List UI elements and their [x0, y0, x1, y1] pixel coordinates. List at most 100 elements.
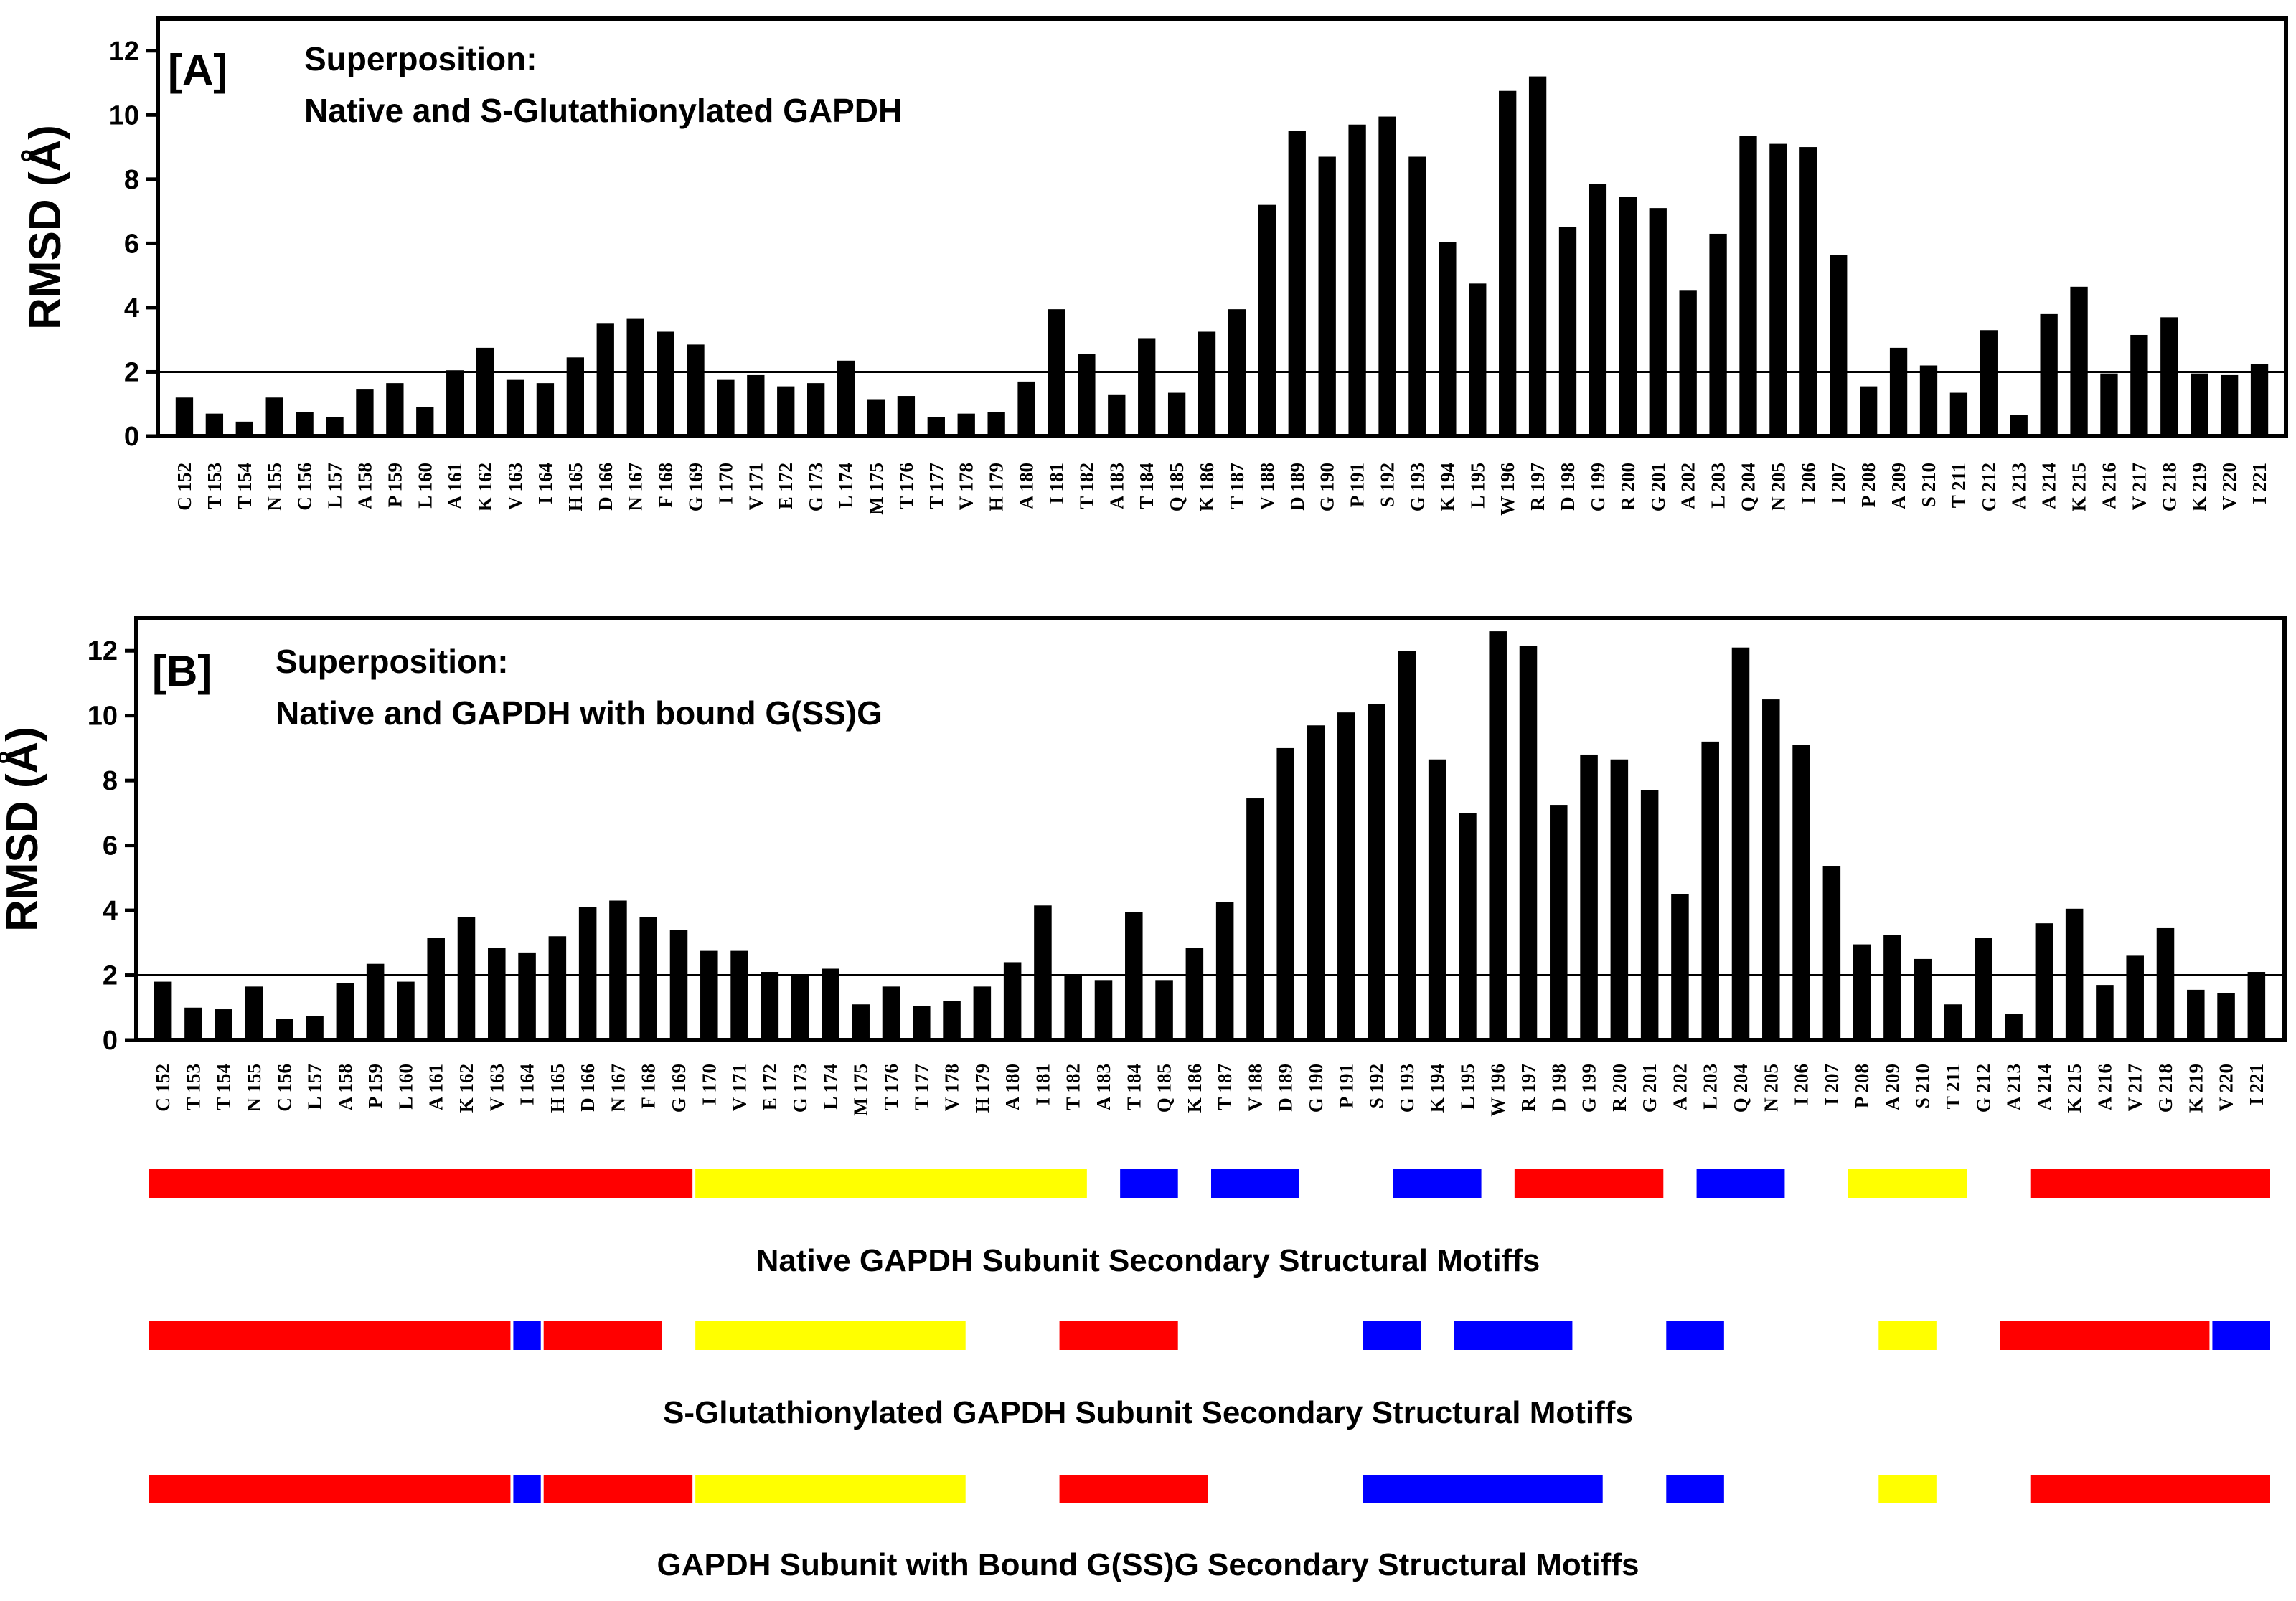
x-tick-label: G 201 [1639, 1064, 1660, 1113]
x-tick-label: H 165 [565, 463, 586, 511]
x-tick-label: T 176 [895, 463, 917, 509]
bar-l-174 [837, 360, 855, 436]
chart-title-line-2-a: Native and S-Glutathionylated GAPDH [304, 92, 902, 129]
x-tick-label: G 218 [2155, 1064, 2176, 1113]
bar-c-152 [175, 397, 194, 436]
x-tick-label: I 164 [535, 463, 556, 504]
x-tick-label: I 221 [2249, 463, 2270, 504]
bar-g-212 [1980, 330, 1998, 436]
bar-a-158 [356, 389, 374, 436]
bar-k-162 [457, 917, 476, 1040]
x-tick-label: G 201 [1647, 463, 1669, 511]
motif-segment-red [543, 1475, 693, 1503]
x-tick-label: S 192 [1366, 1064, 1388, 1108]
bar-g-173 [807, 383, 825, 436]
x-tick-label: A 180 [1002, 1064, 1023, 1110]
bar-r-197 [1519, 646, 1538, 1040]
x-tick-label: K 194 [1426, 1064, 1448, 1113]
bar-n-155 [265, 397, 283, 436]
x-tick-label: D 198 [1548, 1064, 1569, 1112]
x-tick-label: G 199 [1587, 463, 1609, 511]
bar-i-207 [1830, 255, 1848, 436]
motif-segment-blue [1666, 1321, 1724, 1350]
bar-v-163 [506, 379, 524, 436]
bar-p-191 [1348, 124, 1366, 436]
bar-g-169 [687, 344, 705, 436]
x-tick-label: G 212 [1978, 463, 2000, 511]
bar-n-155 [245, 986, 263, 1040]
x-tick-label: V 217 [2128, 463, 2150, 510]
x-tick-label: V 171 [745, 463, 766, 510]
x-tick-label: K 186 [1184, 1064, 1205, 1113]
bar-g-190 [1307, 725, 1325, 1040]
x-tick-label: V 188 [1244, 1064, 1266, 1111]
plot-frame-b [134, 616, 2287, 1042]
bar-s-192 [1368, 704, 1385, 1040]
motif-segment-blue [1363, 1321, 1421, 1350]
motif-segment-yellow [1848, 1169, 1967, 1198]
motif-track-bound-gssg [149, 1475, 2270, 1503]
y-tick-label: 0 [124, 422, 139, 452]
x-tick-label: G 190 [1305, 1064, 1327, 1113]
motif-segment-yellow [1878, 1475, 1937, 1503]
bar-v-188 [1258, 204, 1276, 436]
bar-k-215 [2070, 286, 2088, 436]
bar-q-185 [1167, 392, 1186, 436]
bar-a-180 [1017, 381, 1035, 436]
bar-i-164 [536, 383, 555, 436]
x-tick-label: M 175 [865, 463, 887, 515]
y-tick-label: 10 [88, 702, 118, 732]
bar-k-194 [1439, 242, 1457, 436]
bar-g-173 [791, 975, 809, 1040]
x-tick-label: I 164 [517, 1064, 538, 1105]
bar-r-200 [1619, 197, 1637, 436]
x-tick-label: V 163 [486, 1064, 507, 1111]
bar-g-190 [1318, 156, 1336, 436]
bar-k-162 [476, 347, 494, 436]
bar-d-166 [578, 907, 597, 1040]
motif-segment-yellow [1878, 1321, 1937, 1350]
x-tick-label: T 177 [926, 463, 947, 509]
x-tick-label: S 210 [1912, 1064, 1934, 1108]
x-tick-label: P 191 [1335, 1064, 1357, 1108]
bar-a-213 [2010, 415, 2028, 436]
bar-t-182 [1064, 975, 1082, 1040]
x-tick-label: F 168 [655, 463, 677, 508]
bar-l-160 [397, 981, 415, 1040]
bar-m-175 [852, 1004, 870, 1040]
bar-i-207 [1822, 866, 1841, 1040]
x-tick-label: R 200 [1609, 1064, 1630, 1112]
x-tick-label: I 207 [1821, 1064, 1843, 1105]
bar-v-188 [1246, 798, 1264, 1040]
motif-segment-blue [1696, 1169, 1785, 1198]
bar-t-187 [1215, 902, 1234, 1040]
x-tick-label: T 153 [204, 463, 225, 509]
bar-c-156 [276, 1019, 293, 1040]
x-tick-label: T 176 [880, 1064, 902, 1110]
x-tick-label: C 152 [174, 463, 195, 511]
motif-caption-bound-gssg: GAPDH Subunit with Bound G(SS)G Secondar… [657, 1547, 1639, 1582]
x-tick-label: K 219 [2188, 463, 2210, 511]
bar-f-168 [657, 331, 674, 436]
bar-h-165 [548, 936, 567, 1040]
x-tick-label: A 202 [1678, 463, 1699, 509]
x-tick-label: D 166 [577, 1064, 598, 1112]
y-tick-label: 4 [103, 896, 118, 926]
motif-segment-red [543, 1321, 662, 1350]
bar-i-164 [518, 952, 536, 1040]
x-tick-label: P 191 [1347, 463, 1368, 507]
x-tick-label: T 154 [213, 1064, 235, 1110]
x-tick-label: L 203 [1700, 1064, 1721, 1110]
x-tick-label: G 199 [1578, 1064, 1600, 1113]
motif-caption-s-glutathionylated: S-Glutathionylated GAPDH Subunit Seconda… [663, 1395, 1633, 1430]
x-tick-label: D 189 [1286, 463, 1308, 511]
x-tick-label: L 195 [1467, 463, 1488, 509]
x-tick-label: I 170 [715, 463, 736, 504]
bar-g-218 [2160, 317, 2178, 436]
x-tick-label: T 211 [1948, 463, 1970, 508]
bar-t-177 [913, 1006, 931, 1040]
bar-g-201 [1649, 208, 1667, 436]
bar-t-184 [1138, 338, 1156, 436]
motif-segment-red [1059, 1321, 1178, 1350]
x-tick-label: T 184 [1123, 1064, 1144, 1110]
